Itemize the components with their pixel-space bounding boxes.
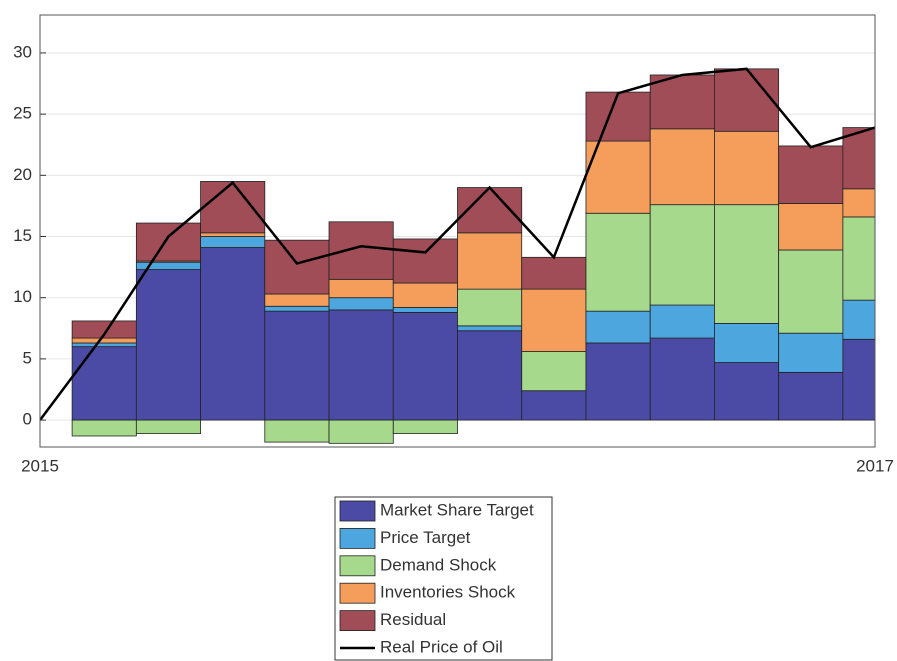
axes-box [39,14,876,448]
bar-segment [521,390,587,421]
bar-segment [778,145,844,204]
plot-area [40,67,875,444]
bar-segment [71,419,137,437]
y-tick-label: 0 [23,410,32,429]
bar-segment [714,130,780,206]
bar-segment [392,311,458,421]
y-tick-label: 5 [23,348,32,367]
bar-segment [714,68,780,132]
bar-segment [649,304,715,339]
legend-label: Demand Shock [380,555,497,574]
legend-label: Real Price of Oil [380,637,503,656]
legend: Market Share Target Price Target Demand Sh… [334,496,553,661]
bar-segment [328,297,394,311]
y-tick-label: 30 [13,42,32,61]
bar-segment [328,221,394,280]
bar-segment [457,325,523,332]
bar-segment [457,232,523,290]
bar-segment [264,310,330,421]
bar-segment [135,222,201,262]
bar-segment [649,74,715,130]
bar-segment [585,310,651,344]
bar-segment [200,181,266,234]
bar-segment [392,307,458,313]
legend-swatch [339,582,376,604]
bar-segment [328,278,394,299]
bar-segment [392,238,458,284]
bar-segment [521,351,587,392]
bar-segment [778,332,844,373]
line [40,67,875,421]
bar-segment [585,212,651,312]
bar-segment [842,299,875,340]
x-tick-label: 2017 [856,456,894,475]
bar-segment [714,204,780,324]
bar-segment [200,236,266,248]
bar-segment [200,247,266,421]
bar-segment [328,309,394,421]
bar-segment [714,362,780,421]
bar-segment [585,91,651,142]
bar-segment [521,288,587,352]
bar-segment [842,188,875,218]
legend-label: Inventories Shock [380,583,516,602]
bar-segment [328,419,394,444]
bar-segment [842,216,875,301]
bar-segment [714,322,780,363]
bar-segment [649,128,715,206]
bar-segment [778,371,844,421]
legend-swatch [339,500,376,522]
legend-label: Price Target [380,528,471,547]
legend-box [334,496,553,661]
bar-segment [71,346,137,421]
y-tick-label: 25 [13,104,32,123]
bar-segment [778,249,844,334]
bar-segment [264,305,330,312]
bar-segment [264,293,330,307]
bar-segment [264,239,330,295]
y-tick-label: 20 [13,165,32,184]
bar-segment [135,269,201,421]
bar-segment [135,419,201,434]
bar-segment [392,282,458,308]
bar-segment [842,338,875,421]
legend-swatch [339,555,376,577]
bar-segment [778,203,844,251]
bar-segment [457,288,523,327]
bar-segment [200,232,266,237]
bar-segment [842,127,875,190]
axes: 0 5 10 15 20 25 30 2015 2017 [13,14,894,475]
legend-label: Residual [380,610,446,629]
bar-segment [521,256,587,290]
bar-segment [649,337,715,421]
bar-segment [585,342,651,421]
y-tick-label: 10 [13,287,32,306]
legend-swatch [339,610,376,631]
bar-segment [71,342,137,348]
bar-segment [264,419,330,443]
y-tick-label: 15 [13,226,32,245]
bar-segment [457,330,523,421]
legend-swatch [339,528,376,549]
bar-segment [649,204,715,306]
bar-segment [135,261,201,270]
bar-segment [71,337,137,344]
bar-segment [392,419,458,434]
x-tick-label: 2015 [21,456,59,475]
legend-label: Market Share Target [380,500,534,519]
